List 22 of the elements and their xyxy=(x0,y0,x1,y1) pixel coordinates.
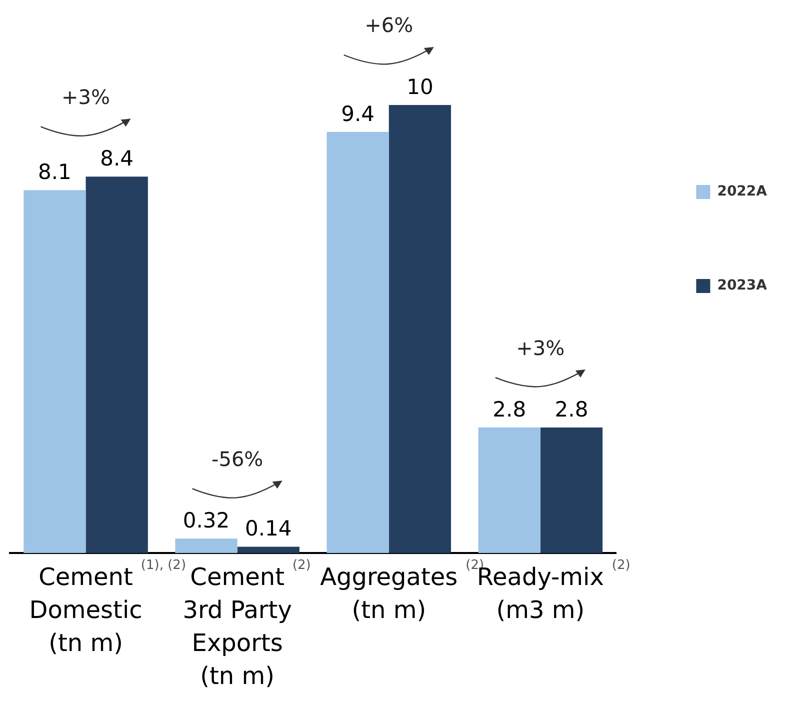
bar xyxy=(388,105,452,553)
annotation: +3% xyxy=(516,336,565,360)
data-label: 8.1 xyxy=(38,160,72,184)
data-label: 10 xyxy=(406,74,434,99)
bar xyxy=(24,190,86,553)
legend-label: 2022A xyxy=(717,184,768,200)
legend-label: 2023A xyxy=(717,278,768,294)
data-label: 9.4 xyxy=(341,102,375,126)
data-label: 0.14 xyxy=(245,516,292,541)
data-label: 8.4 xyxy=(100,146,134,171)
data-label: 0.32 xyxy=(182,508,230,533)
annotation: -56% xyxy=(211,446,264,471)
bar xyxy=(237,546,300,553)
annotation: +3% xyxy=(62,84,110,109)
bar xyxy=(175,538,238,553)
bar xyxy=(326,132,389,553)
bar xyxy=(86,176,148,553)
data-label: 2.8 xyxy=(554,398,588,422)
data-label: 2.8 xyxy=(492,398,526,422)
text: +6% xyxy=(364,13,414,38)
bar xyxy=(540,428,603,553)
bar xyxy=(478,428,540,553)
